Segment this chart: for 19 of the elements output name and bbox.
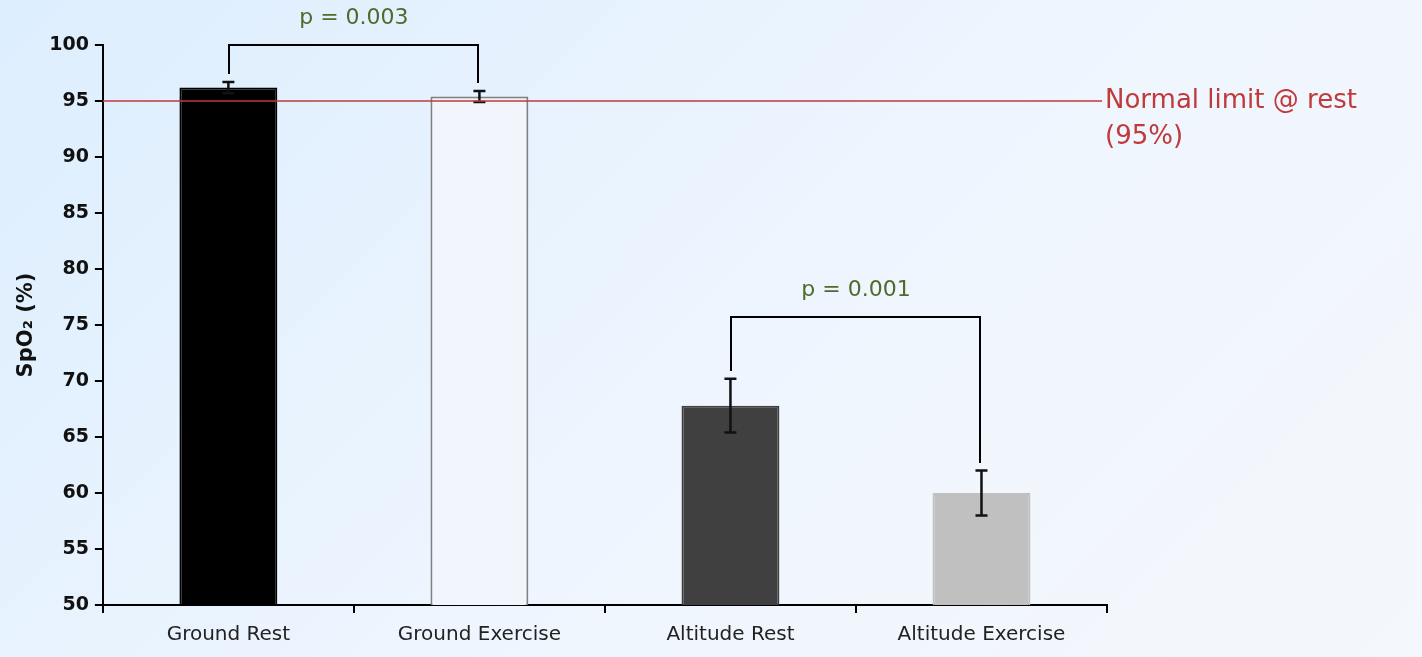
y-tick-label: 70	[62, 367, 89, 390]
x-tick-label: Altitude Exercise	[897, 621, 1066, 646]
y-tick-label: 85	[62, 199, 89, 222]
y-tick-label: 60	[62, 479, 89, 502]
text: p = 0.003	[299, 3, 409, 29]
y-tick-label: 75	[62, 311, 89, 334]
ref-line-label: Normal limit @ rest (95%)	[1105, 83, 1357, 150]
x-tick-label: Ground Exercise	[397, 621, 561, 646]
y-tick-label: 90	[62, 143, 89, 166]
y-axis-title: SpO₂ (%)	[13, 272, 38, 378]
x-tick-label: Ground Rest	[166, 621, 291, 646]
y-tick-label: 95	[62, 87, 89, 110]
y-tick-label: 50	[62, 591, 89, 614]
annotation: p = 0.001	[801, 275, 911, 301]
x-tick-label: Altitude Rest	[666, 621, 795, 646]
y-tick-label: 65	[62, 423, 89, 446]
y-tick-label: 80	[62, 255, 89, 278]
y-tick-label: 100	[49, 31, 89, 54]
y-tick-label: 55	[62, 535, 89, 558]
